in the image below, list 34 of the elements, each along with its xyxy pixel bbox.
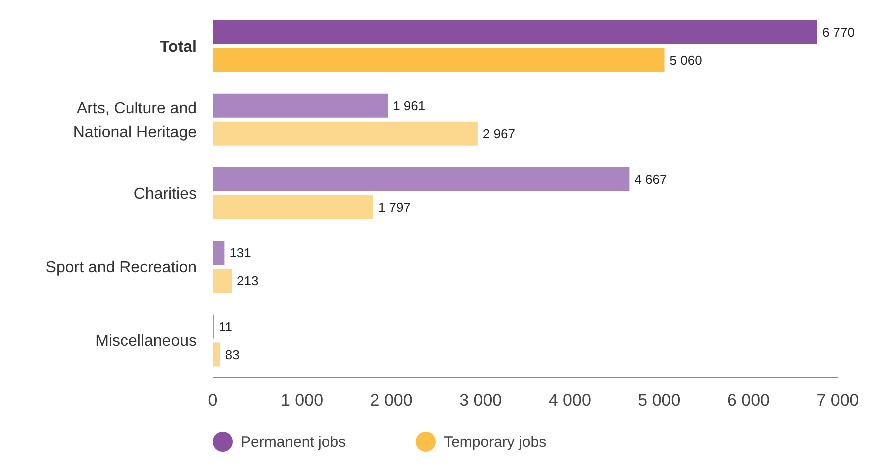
y-tick-label: Miscellaneous bbox=[96, 332, 197, 350]
x-tick-label: 3 000 bbox=[460, 391, 502, 410]
bar bbox=[213, 94, 388, 118]
data-label: 131 bbox=[230, 246, 252, 261]
data-label: 6 770 bbox=[822, 24, 856, 40]
legend-label: Permanent jobs bbox=[241, 434, 346, 450]
data-label: 1 961 bbox=[393, 98, 426, 114]
bar bbox=[213, 20, 818, 44]
bar bbox=[213, 196, 374, 220]
y-tick-label: Charities bbox=[134, 186, 197, 202]
data-label: 83 bbox=[225, 347, 240, 362]
x-tick-label: 4 000 bbox=[548, 391, 592, 410]
data-label: 4 667 bbox=[634, 172, 668, 188]
bar bbox=[213, 269, 232, 294]
data-label: 213 bbox=[237, 274, 259, 289]
bar bbox=[213, 342, 220, 367]
bar bbox=[213, 48, 665, 72]
x-tick-label: 7 000 bbox=[816, 391, 860, 410]
bar bbox=[213, 168, 630, 192]
y-tick-label: Arts, Culture and National Heritage bbox=[73, 100, 198, 141]
bar bbox=[213, 241, 225, 266]
data-label: 5 060 bbox=[670, 52, 702, 68]
x-tick-label: 0 bbox=[208, 391, 218, 410]
legend-label: Temporary jobs bbox=[444, 434, 547, 450]
data-label: 1 797 bbox=[378, 200, 411, 216]
x-tick-label: 5 000 bbox=[638, 391, 681, 410]
data-label: 11 bbox=[218, 319, 232, 334]
y-tick-label: Sport and Recreation bbox=[46, 259, 197, 276]
x-tick-label: 1 000 bbox=[281, 391, 324, 410]
x-tick-label: 2 000 bbox=[370, 391, 413, 410]
y-tick-label: Total bbox=[160, 38, 197, 56]
bar bbox=[213, 122, 478, 146]
x-tick-label: 6 000 bbox=[727, 391, 770, 410]
data-label: 2 967 bbox=[482, 126, 516, 142]
